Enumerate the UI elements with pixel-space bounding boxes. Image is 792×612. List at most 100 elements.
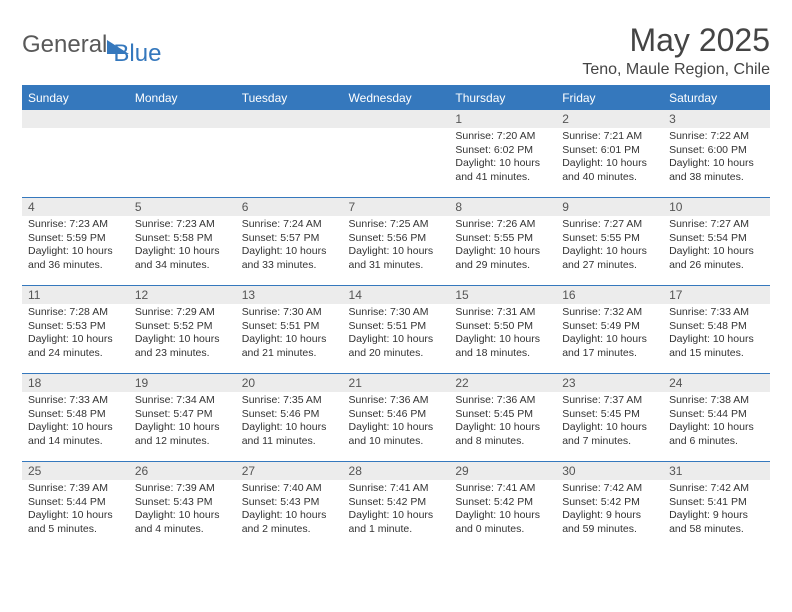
dow-cell: Wednesday: [343, 86, 450, 110]
sunrise-text: Sunrise: 7:33 AM: [669, 306, 764, 320]
daylight-text: Daylight: 10 hours and 31 minutes.: [349, 245, 444, 272]
week-row: 25Sunrise: 7:39 AMSunset: 5:44 PMDayligh…: [22, 462, 770, 550]
sunset-text: Sunset: 5:45 PM: [455, 408, 550, 422]
sunrise-text: Sunrise: 7:30 AM: [349, 306, 444, 320]
day-body: Sunrise: 7:26 AMSunset: 5:55 PMDaylight:…: [449, 216, 556, 277]
day-cell: 13Sunrise: 7:30 AMSunset: 5:51 PMDayligh…: [236, 286, 343, 374]
day-cell: 17Sunrise: 7:33 AMSunset: 5:48 PMDayligh…: [663, 286, 770, 374]
day-number: 24: [663, 374, 770, 392]
day-body: Sunrise: 7:28 AMSunset: 5:53 PMDaylight:…: [22, 304, 129, 365]
sunrise-text: Sunrise: 7:21 AM: [562, 130, 657, 144]
month-title: May 2025: [582, 22, 770, 59]
day-cell: [22, 110, 129, 198]
sunrise-text: Sunrise: 7:41 AM: [349, 482, 444, 496]
sunrise-text: Sunrise: 7:41 AM: [455, 482, 550, 496]
day-number: 17: [663, 286, 770, 304]
day-cell: 31Sunrise: 7:42 AMSunset: 5:41 PMDayligh…: [663, 462, 770, 550]
sunset-text: Sunset: 5:45 PM: [562, 408, 657, 422]
day-body: Sunrise: 7:40 AMSunset: 5:43 PMDaylight:…: [236, 480, 343, 541]
title-block: May 2025 Teno, Maule Region, Chile: [582, 22, 770, 79]
daylight-text: Daylight: 10 hours and 5 minutes.: [28, 509, 123, 536]
day-number: 11: [22, 286, 129, 304]
day-cell: 26Sunrise: 7:39 AMSunset: 5:43 PMDayligh…: [129, 462, 236, 550]
brand-name-1: General: [22, 31, 107, 59]
day-cell: 16Sunrise: 7:32 AMSunset: 5:49 PMDayligh…: [556, 286, 663, 374]
day-body: Sunrise: 7:42 AMSunset: 5:42 PMDaylight:…: [556, 480, 663, 541]
day-cell: 9Sunrise: 7:27 AMSunset: 5:55 PMDaylight…: [556, 198, 663, 286]
day-cell: 20Sunrise: 7:35 AMSunset: 5:46 PMDayligh…: [236, 374, 343, 462]
daylight-text: Daylight: 10 hours and 24 minutes.: [28, 333, 123, 360]
sunrise-text: Sunrise: 7:28 AM: [28, 306, 123, 320]
sunrise-text: Sunrise: 7:29 AM: [135, 306, 230, 320]
sunrise-text: Sunrise: 7:27 AM: [669, 218, 764, 232]
day-number: 2: [556, 110, 663, 128]
day-cell: 2Sunrise: 7:21 AMSunset: 6:01 PMDaylight…: [556, 110, 663, 198]
day-cell: 10Sunrise: 7:27 AMSunset: 5:54 PMDayligh…: [663, 198, 770, 286]
daylight-text: Daylight: 10 hours and 6 minutes.: [669, 421, 764, 448]
day-cell: 28Sunrise: 7:41 AMSunset: 5:42 PMDayligh…: [343, 462, 450, 550]
daylight-text: Daylight: 10 hours and 2 minutes.: [242, 509, 337, 536]
brand-name-2: Blue: [113, 40, 161, 68]
sunrise-text: Sunrise: 7:40 AM: [242, 482, 337, 496]
week-row: 18Sunrise: 7:33 AMSunset: 5:48 PMDayligh…: [22, 374, 770, 462]
sunrise-text: Sunrise: 7:24 AM: [242, 218, 337, 232]
daylight-text: Daylight: 10 hours and 41 minutes.: [455, 157, 550, 184]
dow-row: Sunday Monday Tuesday Wednesday Thursday…: [22, 86, 770, 110]
day-body: Sunrise: 7:25 AMSunset: 5:56 PMDaylight:…: [343, 216, 450, 277]
sunset-text: Sunset: 5:50 PM: [455, 320, 550, 334]
day-cell: 19Sunrise: 7:34 AMSunset: 5:47 PMDayligh…: [129, 374, 236, 462]
day-body: Sunrise: 7:41 AMSunset: 5:42 PMDaylight:…: [343, 480, 450, 541]
daylight-text: Daylight: 10 hours and 36 minutes.: [28, 245, 123, 272]
day-body: Sunrise: 7:23 AMSunset: 5:59 PMDaylight:…: [22, 216, 129, 277]
sunrise-text: Sunrise: 7:32 AM: [562, 306, 657, 320]
day-body: Sunrise: 7:33 AMSunset: 5:48 PMDaylight:…: [663, 304, 770, 365]
sunrise-text: Sunrise: 7:33 AM: [28, 394, 123, 408]
daylight-text: Daylight: 10 hours and 26 minutes.: [669, 245, 764, 272]
day-number: 23: [556, 374, 663, 392]
day-cell: 15Sunrise: 7:31 AMSunset: 5:50 PMDayligh…: [449, 286, 556, 374]
sunset-text: Sunset: 5:58 PM: [135, 232, 230, 246]
day-cell: 25Sunrise: 7:39 AMSunset: 5:44 PMDayligh…: [22, 462, 129, 550]
daylight-text: Daylight: 9 hours and 59 minutes.: [562, 509, 657, 536]
sunrise-text: Sunrise: 7:34 AM: [135, 394, 230, 408]
day-cell: 18Sunrise: 7:33 AMSunset: 5:48 PMDayligh…: [22, 374, 129, 462]
day-body: Sunrise: 7:33 AMSunset: 5:48 PMDaylight:…: [22, 392, 129, 453]
day-number-empty: [343, 110, 450, 128]
day-number-empty: [22, 110, 129, 128]
sunset-text: Sunset: 5:46 PM: [349, 408, 444, 422]
day-body: Sunrise: 7:21 AMSunset: 6:01 PMDaylight:…: [556, 128, 663, 189]
sunrise-text: Sunrise: 7:42 AM: [562, 482, 657, 496]
day-cell: 11Sunrise: 7:28 AMSunset: 5:53 PMDayligh…: [22, 286, 129, 374]
day-cell: 7Sunrise: 7:25 AMSunset: 5:56 PMDaylight…: [343, 198, 450, 286]
sunrise-text: Sunrise: 7:37 AM: [562, 394, 657, 408]
daylight-text: Daylight: 10 hours and 10 minutes.: [349, 421, 444, 448]
day-cell: 5Sunrise: 7:23 AMSunset: 5:58 PMDaylight…: [129, 198, 236, 286]
sunset-text: Sunset: 5:57 PM: [242, 232, 337, 246]
daylight-text: Daylight: 10 hours and 27 minutes.: [562, 245, 657, 272]
sunset-text: Sunset: 5:59 PM: [28, 232, 123, 246]
day-number: 8: [449, 198, 556, 216]
sunset-text: Sunset: 5:53 PM: [28, 320, 123, 334]
day-cell: [236, 110, 343, 198]
day-body: Sunrise: 7:37 AMSunset: 5:45 PMDaylight:…: [556, 392, 663, 453]
location: Teno, Maule Region, Chile: [582, 61, 770, 79]
week-row: 4Sunrise: 7:23 AMSunset: 5:59 PMDaylight…: [22, 198, 770, 286]
day-body: Sunrise: 7:27 AMSunset: 5:54 PMDaylight:…: [663, 216, 770, 277]
sunrise-text: Sunrise: 7:20 AM: [455, 130, 550, 144]
sunset-text: Sunset: 5:44 PM: [669, 408, 764, 422]
sunset-text: Sunset: 5:43 PM: [135, 496, 230, 510]
day-number: 4: [22, 198, 129, 216]
sunset-text: Sunset: 5:46 PM: [242, 408, 337, 422]
sunrise-text: Sunrise: 7:36 AM: [349, 394, 444, 408]
sunset-text: Sunset: 5:42 PM: [455, 496, 550, 510]
daylight-text: Daylight: 10 hours and 20 minutes.: [349, 333, 444, 360]
daylight-text: Daylight: 10 hours and 33 minutes.: [242, 245, 337, 272]
sunrise-text: Sunrise: 7:25 AM: [349, 218, 444, 232]
sunset-text: Sunset: 5:41 PM: [669, 496, 764, 510]
sunset-text: Sunset: 5:48 PM: [669, 320, 764, 334]
day-body: Sunrise: 7:27 AMSunset: 5:55 PMDaylight:…: [556, 216, 663, 277]
sunrise-text: Sunrise: 7:27 AM: [562, 218, 657, 232]
sunrise-text: Sunrise: 7:39 AM: [28, 482, 123, 496]
day-number: 19: [129, 374, 236, 392]
brand-logo: General Blue: [22, 22, 161, 68]
